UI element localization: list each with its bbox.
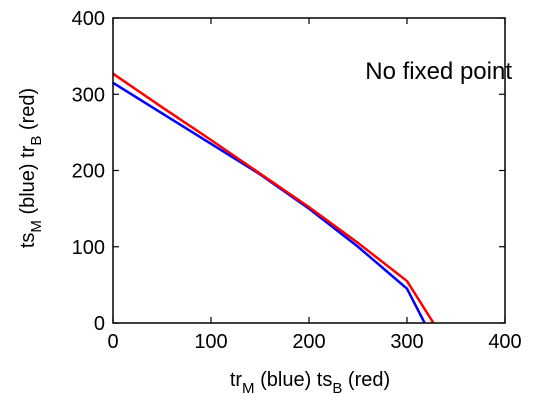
y-label-sub1: M xyxy=(28,220,45,233)
y-tick-label: 100 xyxy=(72,237,105,259)
series-line-blue xyxy=(112,81,426,324)
y-label-sub2: B xyxy=(28,136,45,146)
x-tick-label: 100 xyxy=(194,331,227,353)
x-label-sub1: M xyxy=(242,380,255,397)
series-lines xyxy=(112,72,435,324)
x-tick-label: 0 xyxy=(107,331,118,353)
y-tick-label: 400 xyxy=(72,8,105,30)
y-label-mid: (blue) tr xyxy=(17,145,39,220)
x-label-main: tr xyxy=(230,369,243,391)
y-label-main: ts xyxy=(17,233,39,249)
y-axis-label: tsM (blue) trB (red) xyxy=(17,88,45,248)
y-tick-label: 200 xyxy=(72,161,105,183)
annotation-text: No fixed point xyxy=(365,58,512,85)
y-tick-label: 0 xyxy=(94,313,105,335)
series-line-red xyxy=(112,72,435,324)
x-axis-label: trM (blue) tsB (red) xyxy=(230,369,390,397)
x-label-tail: (red) xyxy=(342,369,390,391)
y-tick-label: 300 xyxy=(72,84,105,106)
axis-ticks: 0 100 200 300 400 0 100 200 300 400 xyxy=(72,8,522,353)
y-label-tail: (red) xyxy=(17,88,39,136)
x-label-mid: (blue) ts xyxy=(255,369,333,391)
x-tick-label: 400 xyxy=(488,331,521,353)
x-label-sub2: B xyxy=(332,380,342,397)
x-tick-label: 200 xyxy=(292,331,325,353)
x-tick-label: 300 xyxy=(390,331,423,353)
